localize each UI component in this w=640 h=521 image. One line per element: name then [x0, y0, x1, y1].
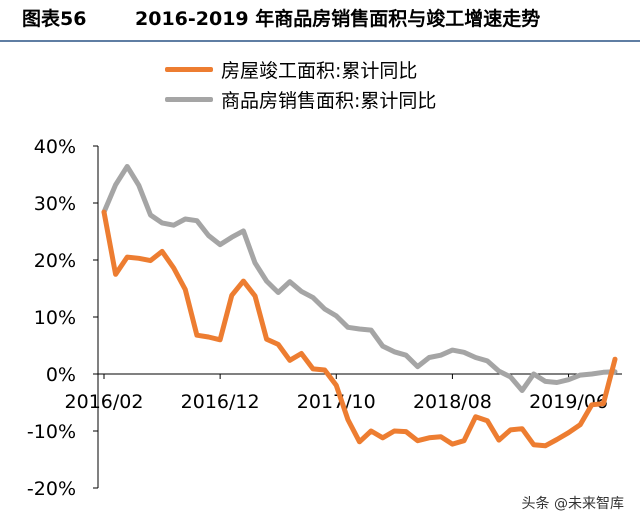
y-tick-label: 10% — [34, 307, 76, 329]
series-line-sales — [101, 164, 618, 393]
watermark: 头条 @未来智库 — [517, 491, 628, 515]
y-tick-label: 20% — [34, 250, 76, 272]
legend-swatch-completion — [165, 67, 213, 72]
figure-label: 图表56 — [22, 8, 87, 30]
y-tick-label: 30% — [34, 193, 76, 215]
y-tick-label: 0% — [46, 364, 76, 386]
figure-title: 2016-2019 年商品房销售面积与竣工增速走势 — [135, 8, 541, 30]
series-line-completion — [101, 209, 618, 449]
y-tick-label: -20% — [27, 478, 76, 500]
figure-header: 图表56 2016-2019 年商品房销售面积与竣工增速走势 — [0, 0, 640, 42]
x-tick-label: 2016/02 — [65, 391, 144, 413]
x-tick-label: 2016/12 — [181, 391, 260, 413]
x-tick-label: 2018/08 — [413, 391, 492, 413]
y-tick-label: 40% — [34, 136, 76, 158]
legend-swatch-sales — [165, 97, 213, 102]
legend-label-sales: 商品房销售面积:累计同比 — [221, 90, 437, 112]
legend-label-completion: 房屋竣工面积:累计同比 — [221, 60, 418, 82]
x-tick-label: 2017/10 — [297, 391, 376, 413]
y-tick-label: -10% — [27, 421, 76, 443]
